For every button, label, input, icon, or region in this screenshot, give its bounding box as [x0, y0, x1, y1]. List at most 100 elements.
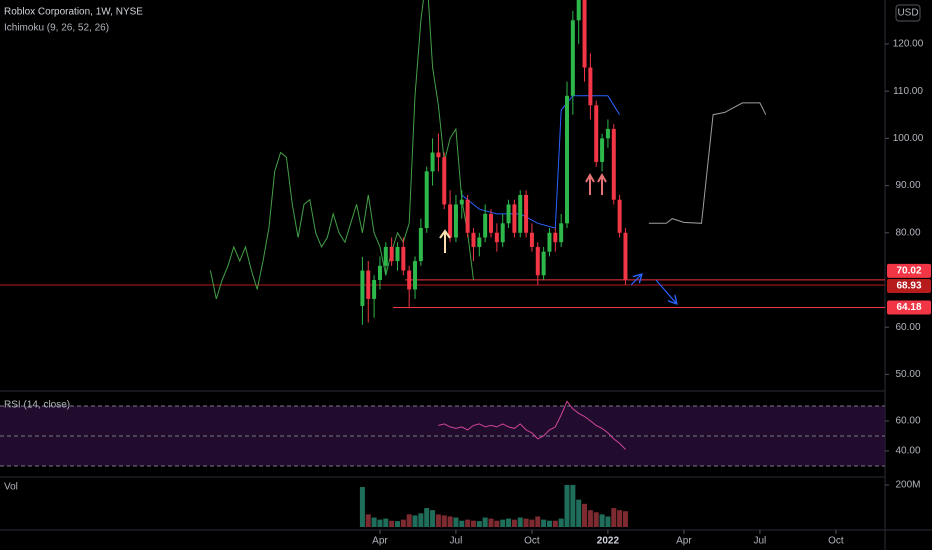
volume-bar	[535, 516, 541, 527]
volume-bar	[622, 511, 628, 527]
candle-body	[547, 232, 552, 252]
volume-bar	[435, 514, 441, 527]
volume-bar	[576, 499, 582, 527]
candle-body	[465, 199, 470, 233]
indicator-label: Ichimoku (9, 26, 52, 26)	[4, 23, 109, 34]
candle-body	[453, 204, 458, 238]
volume-bar	[406, 514, 412, 527]
volume-bar	[418, 513, 424, 527]
volume-bar	[412, 515, 418, 527]
y-tick-label: 60.00	[895, 416, 920, 427]
candle-body	[576, 0, 581, 21]
candle-body	[377, 265, 382, 280]
volume-bar	[394, 521, 400, 527]
volume-bar	[541, 519, 547, 527]
volume-bar	[459, 520, 465, 527]
indicator-line	[209, 0, 474, 300]
volume-bar	[552, 520, 558, 527]
x-tick-label: Jul	[450, 536, 463, 547]
volume-bar	[570, 484, 576, 527]
candle-body	[506, 204, 511, 224]
y-tick-label: 120.00	[893, 39, 924, 50]
axes: 120.00 110.00 100.00 90.00 80.00 60.00 50.00 60…	[372, 39, 931, 547]
volume-bar	[587, 510, 593, 527]
candle-body	[553, 232, 558, 243]
volume-bar	[506, 518, 512, 527]
candle-body	[477, 237, 482, 247]
candle-body	[430, 152, 435, 172]
price-label-box	[887, 263, 931, 278]
candle-body	[570, 20, 575, 96]
candle-body	[518, 195, 523, 233]
candle-body	[436, 152, 441, 158]
volume-bar	[400, 519, 406, 527]
up-arrow	[439, 229, 451, 253]
candle-body	[588, 67, 593, 106]
price-label-box	[887, 279, 931, 294]
y-tick-label: 90.00	[895, 180, 920, 191]
volume-bar	[593, 512, 599, 527]
candle-body	[389, 246, 394, 262]
volume-bar	[617, 510, 623, 527]
volume-bar	[359, 487, 365, 527]
up-arrow	[585, 172, 595, 195]
candle-body	[611, 128, 616, 200]
volume-bar	[371, 517, 377, 527]
candle-body	[372, 279, 377, 299]
volume-bar	[389, 520, 395, 527]
arrow	[630, 275, 641, 286]
volume-bar	[529, 519, 535, 527]
volume-bar	[441, 515, 447, 527]
candle-body	[483, 213, 488, 238]
price-label: 70.02	[896, 266, 921, 277]
x-tick-label: Oct	[524, 536, 540, 547]
volume-bar	[511, 519, 517, 527]
price-pane	[0, 0, 885, 325]
volume-bar	[377, 519, 383, 527]
candle-body	[413, 261, 418, 290]
candle-body	[442, 157, 447, 205]
x-tick-label: Apr	[372, 536, 388, 547]
candle-body	[605, 128, 610, 139]
price-label-box	[887, 300, 931, 315]
price-label: 68.93	[896, 281, 921, 292]
candle-body	[623, 232, 628, 280]
candle-body	[494, 232, 499, 243]
candle-body	[541, 251, 546, 276]
volume-bar	[488, 518, 494, 527]
volume-pane	[359, 484, 628, 527]
volume-bar	[517, 517, 523, 527]
volume-bar	[564, 484, 570, 527]
chart-title: Roblox Corporation, 1W, NYSE	[4, 7, 143, 18]
y-tick-label: 60.00	[895, 322, 920, 333]
candle-body	[401, 246, 406, 271]
candle-body	[424, 171, 429, 229]
indicator-label: Vol	[4, 482, 18, 493]
x-tick-label: Oct	[828, 536, 844, 547]
candle-body	[383, 246, 388, 266]
volume-bar	[546, 520, 552, 527]
volume-bar	[424, 508, 430, 527]
indicator-label: RSI (14, close)	[4, 400, 70, 411]
arrow	[655, 279, 676, 303]
x-tick-label: 2022	[597, 536, 620, 547]
currency-box[interactable]	[895, 4, 921, 22]
candle-body	[418, 228, 423, 262]
candle-body	[529, 232, 534, 247]
volume-bar	[611, 508, 617, 527]
candle-body	[360, 270, 365, 306]
candle-body	[524, 195, 529, 233]
y-tick-label: 110.00	[893, 86, 923, 97]
volume-bar	[430, 510, 436, 527]
y-tick-label: 40.00	[895, 446, 920, 457]
candle-body	[512, 204, 517, 233]
currency[interactable]: USD	[897, 8, 918, 19]
rsi-line	[438, 400, 626, 450]
volume-bar	[447, 516, 453, 527]
candle-body	[600, 138, 605, 162]
candle-body	[565, 95, 570, 224]
candle-body	[459, 199, 464, 205]
candle-body	[594, 105, 599, 162]
x-tick-label: Apr	[676, 536, 692, 547]
